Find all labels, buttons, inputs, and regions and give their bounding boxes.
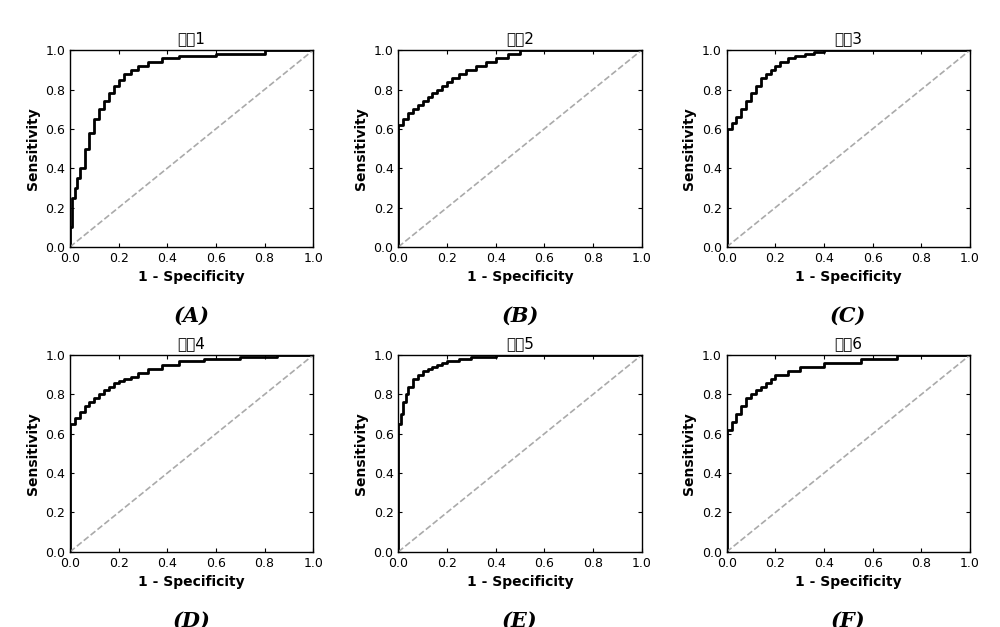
Y-axis label: Sensitivity: Sensitivity	[26, 107, 40, 190]
Text: (E): (E)	[502, 611, 538, 627]
Text: (D): (D)	[173, 611, 211, 627]
Title: 组區2: 组區2	[506, 31, 534, 46]
Title: 组區1: 组區1	[178, 31, 206, 46]
Y-axis label: Sensitivity: Sensitivity	[354, 412, 368, 495]
Text: (C): (C)	[830, 306, 867, 326]
X-axis label: 1 - Specificity: 1 - Specificity	[467, 575, 573, 589]
Y-axis label: Sensitivity: Sensitivity	[682, 107, 696, 190]
Title: 组區5: 组區5	[506, 336, 534, 351]
Text: (B): (B)	[501, 306, 539, 326]
Text: (F): (F)	[831, 611, 866, 627]
X-axis label: 1 - Specificity: 1 - Specificity	[138, 575, 245, 589]
X-axis label: 1 - Specificity: 1 - Specificity	[467, 270, 573, 284]
Y-axis label: Sensitivity: Sensitivity	[682, 412, 696, 495]
Title: 组區4: 组區4	[178, 336, 206, 351]
Y-axis label: Sensitivity: Sensitivity	[354, 107, 368, 190]
Title: 组區6: 组區6	[834, 336, 862, 351]
Text: (A): (A)	[174, 306, 210, 326]
Y-axis label: Sensitivity: Sensitivity	[26, 412, 40, 495]
Title: 组區3: 组區3	[834, 31, 862, 46]
X-axis label: 1 - Specificity: 1 - Specificity	[138, 270, 245, 284]
X-axis label: 1 - Specificity: 1 - Specificity	[795, 575, 902, 589]
X-axis label: 1 - Specificity: 1 - Specificity	[795, 270, 902, 284]
